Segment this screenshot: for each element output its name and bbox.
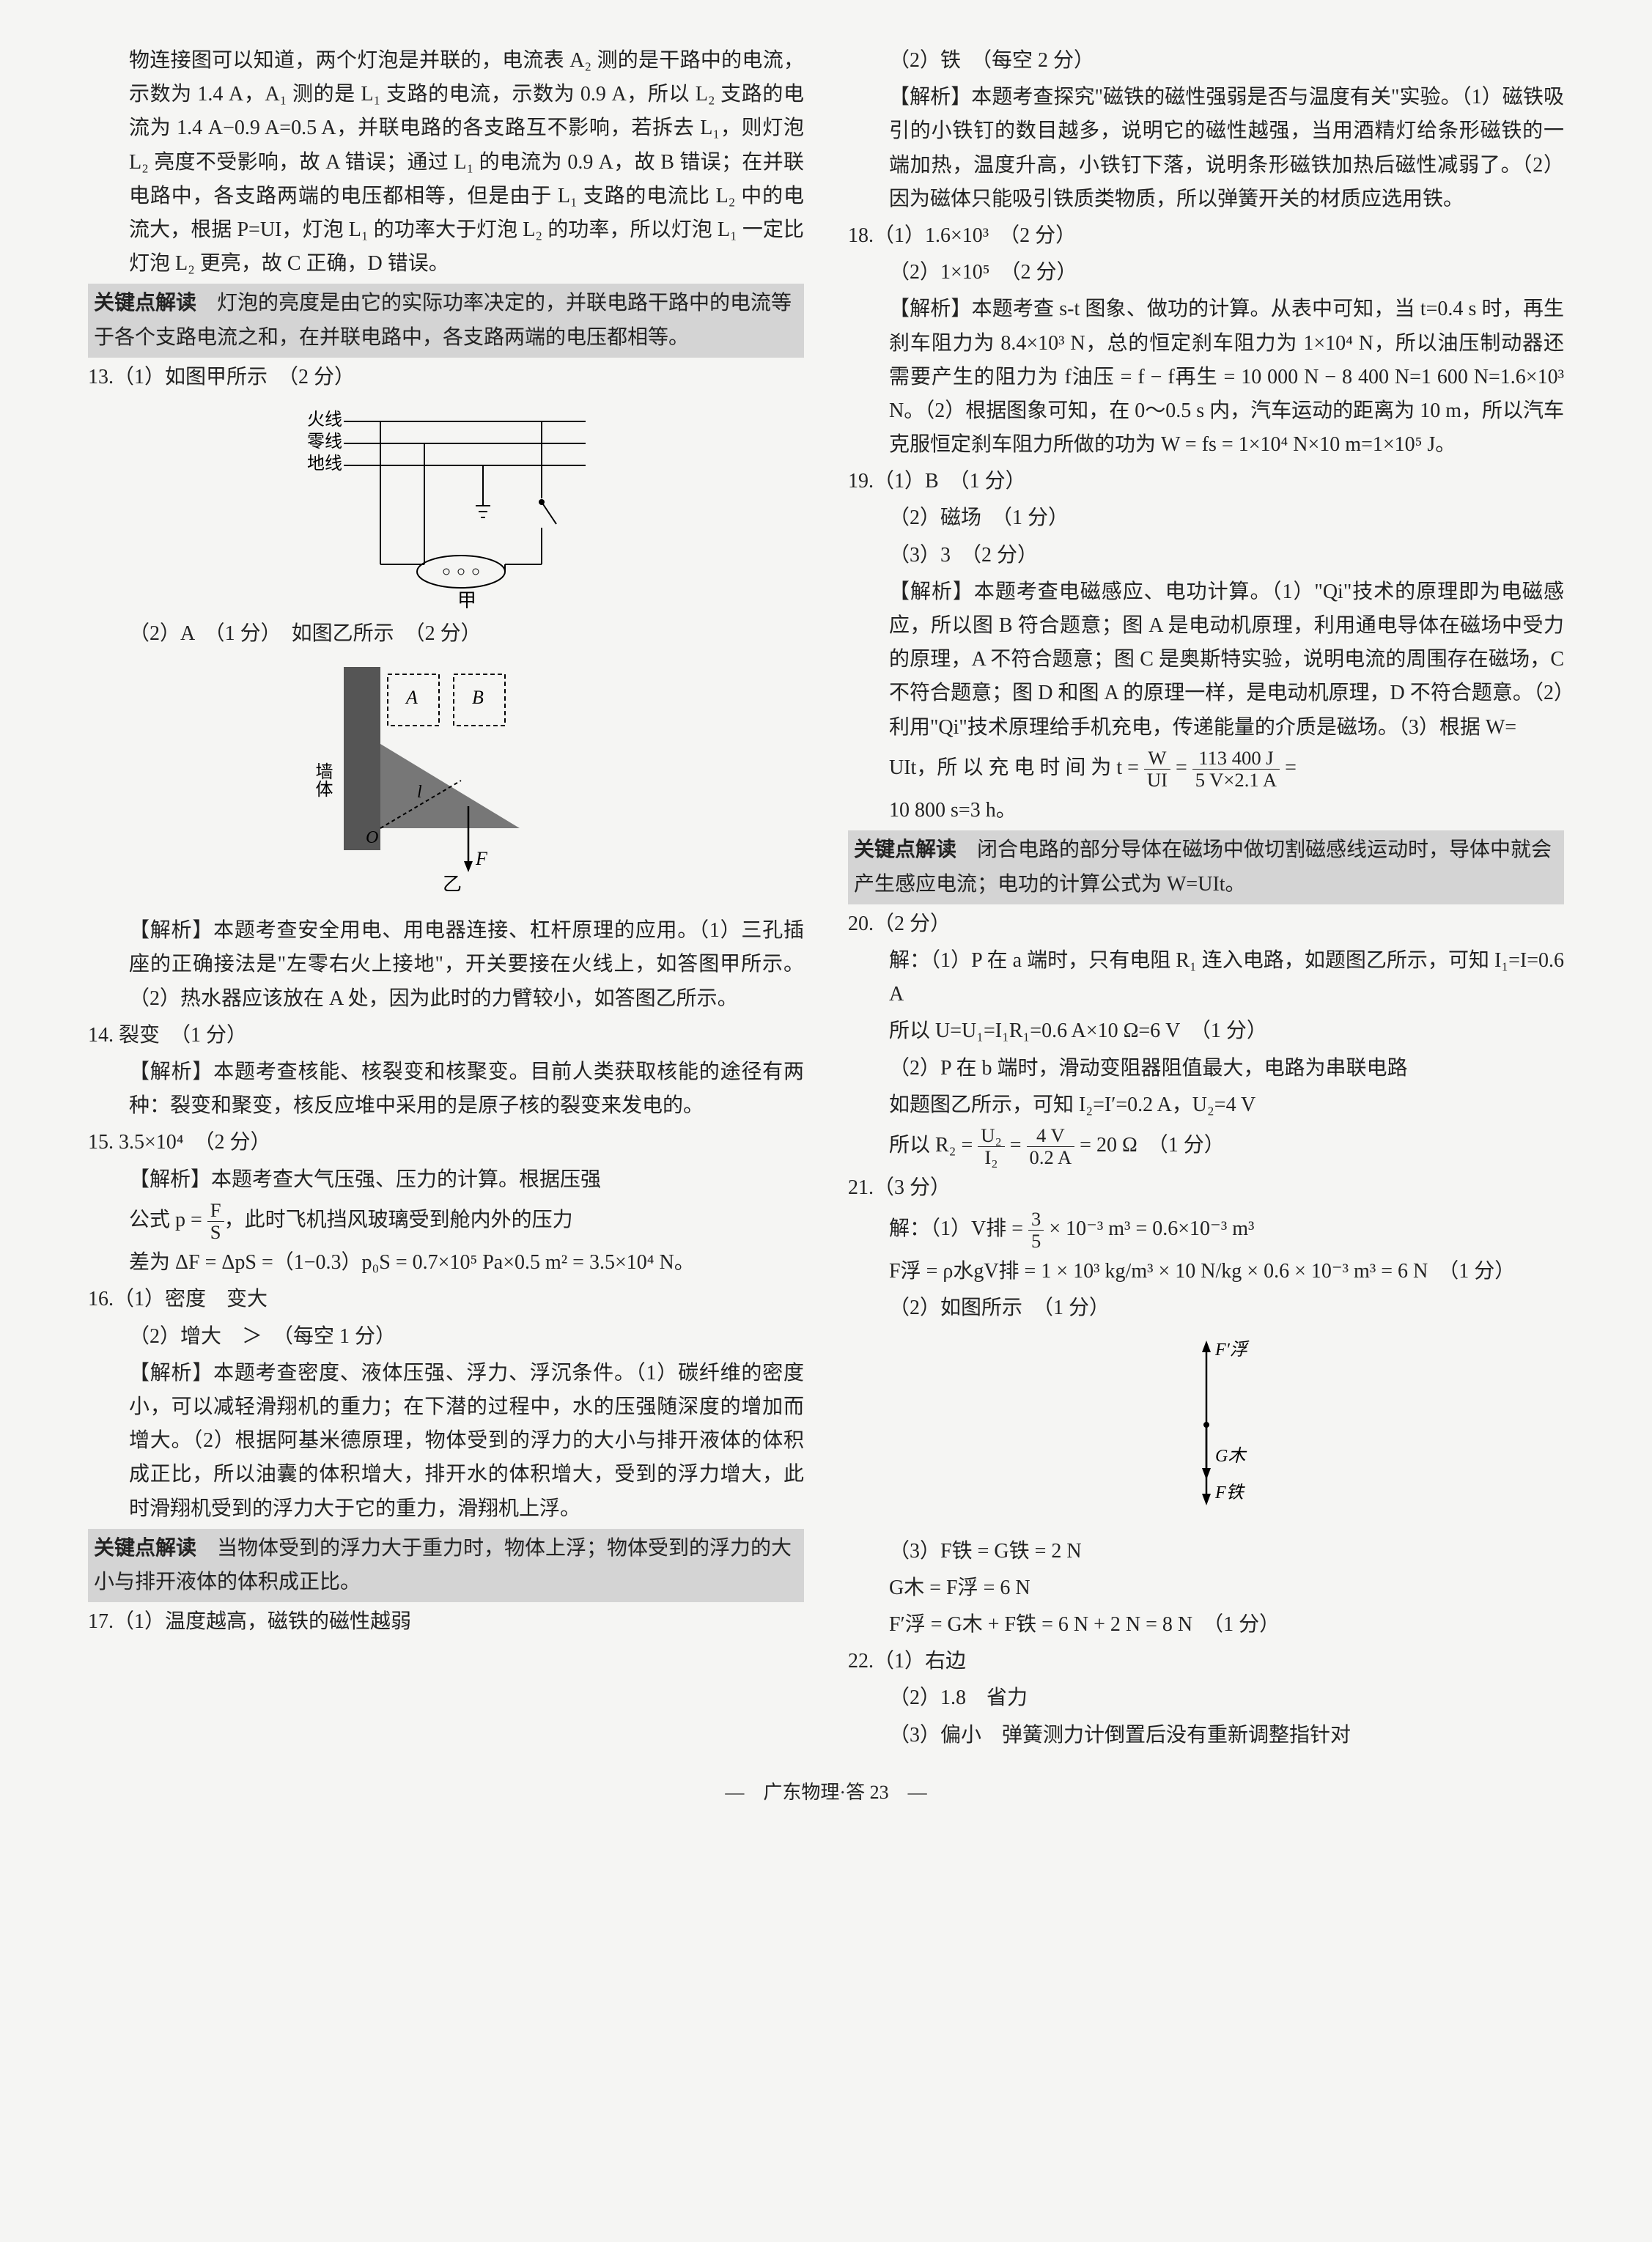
fraction-u2-i2: U₂I₂ — [978, 1125, 1004, 1169]
a15c: 差为 ΔF = ΔpS =（1−0.3）p₀S = 0.7×10⁵ Pa×0.5… — [88, 1246, 804, 1280]
solution-text: 物连接图可以知道，两个灯泡是并联的，电流表 A₂ 测的是干路中的电流，示数为 1… — [88, 44, 804, 281]
key-point-text-2: 当物体受到的浮力大于重力时，物体上浮；物体受到的浮力的大小与排开液体的体积成正比… — [94, 1537, 792, 1593]
q21-s1-line: 解：（1）V排 = 35 × 10⁻³ m³ = 0.6×10⁻³ m³ — [848, 1209, 1564, 1253]
svg-text:地线: 地线 — [307, 454, 342, 473]
a14-text: 【解析】本题考查核能、核裂变和核聚变。目前人类获取核能的途径有两种：裂变和聚变，… — [88, 1055, 804, 1123]
q21-s3: （2）如图所示 （1 分） — [848, 1291, 1564, 1325]
svg-text:F: F — [475, 848, 488, 869]
q16-1: 16.（1）密度 变大 — [88, 1283, 804, 1316]
svg-text:O: O — [366, 828, 378, 847]
q22-1: 22.（1）右边 — [848, 1645, 1564, 1678]
a19b-line: UIt，所 以 充 电 时 间 为 t = WUI = 113 400 J5 V… — [848, 748, 1564, 792]
circuit-diagram: 火线 零线 地线 — [88, 403, 804, 608]
a13-text: 【解析】本题考查安全用电、用电器连接、杠杆原理的应用。（1）三孔插座的正确接法是… — [88, 914, 804, 1016]
q13-2: （2）A （1 分） 如图乙所示 （2 分） — [88, 617, 804, 651]
left-column: 物连接图可以知道，两个灯泡是并联的，电流表 A₂ 测的是干路中的电流，示数为 1… — [88, 44, 804, 1755]
circuit-svg-icon: 火线 零线 地线 — [292, 403, 600, 608]
a19c: 10 800 s=3 h。 — [848, 794, 1564, 827]
svg-text:A: A — [405, 687, 418, 708]
q20-s1a: 解：（1）P 在 a 端时，只有电阻 R₁ 连入电路，如题图乙所示，可知 I₁=… — [848, 944, 1564, 1011]
fraction-F-S: FS — [207, 1200, 224, 1244]
q22-2: （2）1.8 省力 — [848, 1681, 1564, 1715]
a15b-post: ，此时飞机挡风玻璃受到舱内外的压力 — [224, 1209, 573, 1231]
q18-1: 18.（1）1.6×10³ （2 分） — [848, 219, 1564, 253]
q15: 15. 3.5×10⁴ （2 分） — [88, 1126, 804, 1159]
key-point-box: 关键点解读 灯泡的亮度是由它的实际功率决定的，并联电路干路中的电流等于各个支路电… — [88, 284, 804, 357]
q18-2: （2）1×10⁵ （2 分） — [848, 256, 1564, 290]
svg-text:F铁: F铁 — [1214, 1483, 1246, 1502]
fraction-w-ui-val: 113 400 J5 V×2.1 A — [1192, 748, 1280, 792]
q21-s1a: 解：（1）V排 = — [889, 1217, 1028, 1240]
q13-1: 13.（1）如图甲所示 （2 分） — [88, 361, 804, 394]
svg-text:火线: 火线 — [307, 410, 342, 429]
q19-1: 19.（1）B （1 分） — [848, 465, 1564, 498]
q20-s2c: 所以 R₂ = — [889, 1134, 978, 1157]
svg-text:G木: G木 — [1215, 1446, 1247, 1466]
q22-3: （3）偏小 弹簧测力计倒置后没有重新调整指针对 — [848, 1719, 1564, 1752]
page-columns: 物连接图可以知道，两个灯泡是并联的，电流表 A₂ 测的是干路中的电流，示数为 1… — [88, 44, 1564, 1755]
a15a: 【解析】本题考查大气压强、压力的计算。根据压强 — [88, 1163, 804, 1197]
q17: 17.（1）温度越高，磁铁的磁性越弱 — [88, 1605, 804, 1639]
key-point-box-2: 关键点解读 当物体受到的浮力大于重力时，物体上浮；物体受到的浮力的大小与排开液体… — [88, 1529, 804, 1602]
svg-text:甲: 甲 — [457, 590, 476, 608]
key-point-box-3: 关键点解读 闭合电路的部分导体在磁场中做切割磁感线运动时，导体中就会产生感应电流… — [848, 830, 1564, 904]
q20-s1b: 所以 U=U₁=I₁R₁=0.6 A×10 Ω=6 V （1 分） — [848, 1014, 1564, 1048]
a15b-pre: 公式 p = — [129, 1209, 207, 1231]
key-point-label: 关键点解读 — [94, 292, 196, 314]
q14: 14. 裂变 （1 分） — [88, 1019, 804, 1052]
svg-text:零线: 零线 — [307, 432, 342, 451]
key-point-text-3: 闭合电路的部分导体在磁场中做切割磁感线运动时，导体中就会产生感应电流；电功的计算… — [854, 838, 1552, 895]
key-point-label-3: 关键点解读 — [854, 838, 956, 861]
q19-2: （2）磁场 （1 分） — [848, 501, 1564, 535]
q21-s1b: × 10⁻³ m³ = 0.6×10⁻³ m³ — [1044, 1217, 1254, 1240]
key-point-text: 灯泡的亮度是由它的实际功率决定的，并联电路干路中的电流等于各个支路电流之和，在并… — [94, 292, 792, 348]
force-diagram: F′浮 G木 F铁 — [848, 1333, 1564, 1527]
q21-s2: F浮 = ρ水gV排 = 1 × 10³ kg/m³ × 10 N/kg × 0… — [848, 1255, 1564, 1288]
fraction-W-UI: WUI — [1144, 748, 1170, 792]
svg-text:B: B — [472, 687, 484, 708]
key-point-label-2: 关键点解读 — [94, 1537, 196, 1560]
q20-s2b: 如题图乙所示，可知 I₂=I′=0.2 A，U₂=4 V — [848, 1088, 1564, 1122]
fraction-u2v-i2v: 4 V0.2 A — [1027, 1125, 1075, 1169]
q20-s2c-line: 所以 R₂ = U₂I₂ = 4 V0.2 A = 20 Ω （1 分） — [848, 1125, 1564, 1169]
q21: 21.（3 分） — [848, 1171, 1564, 1205]
lever-svg-icon: 墙体 A B l O F 乙 — [314, 660, 578, 894]
right-column: （2）铁 （每空 2 分） 【解析】本题考查探究"磁铁的磁性强弱是否与温度有关"… — [848, 44, 1564, 1755]
q20-s2a: （2）P 在 b 端时，滑动变阻器阻值最大，电路为串联电路 — [848, 1052, 1564, 1085]
svg-text:F′浮: F′浮 — [1214, 1340, 1250, 1360]
a16-text: 【解析】本题考查密度、液体压强、浮力、浮沉条件。（1）碳纤维的密度小，可以减轻滑… — [88, 1357, 804, 1526]
a18-text: 【解析】本题考查 s-t 图象、做功的计算。从表中可知，当 t=0.4 s 时，… — [848, 292, 1564, 462]
q20-s2d: = 20 Ω （1 分） — [1074, 1134, 1225, 1157]
q19-3: （3）3 （2 分） — [848, 539, 1564, 572]
q16-2: （2）增大 ＞ （每空 1 分） — [88, 1320, 804, 1354]
svg-text:墙体: 墙体 — [314, 762, 333, 797]
svg-text:l: l — [417, 783, 422, 802]
fraction-3-5: 35 — [1028, 1209, 1044, 1253]
q21-s4: （3）F铁 = G铁 = 2 N — [848, 1535, 1564, 1568]
page-footer: — 广东物理·答 23 — — [88, 1777, 1564, 1809]
force-svg-icon: F′浮 G木 F铁 — [1133, 1333, 1280, 1516]
q21-s6: F′浮 = G木 + F铁 = 6 N + 2 N = 8 N （1 分） — [848, 1608, 1564, 1642]
lever-diagram: 墙体 A B l O F 乙 — [88, 660, 804, 905]
a19a-text: 【解析】本题考查电磁感应、电功计算。（1）"Qi"技术的原理即为电磁感应，所以图… — [848, 575, 1564, 745]
a15b-line: 公式 p = FS，此时飞机挡风玻璃受到舱内外的压力 — [88, 1200, 804, 1244]
q17-2: （2）铁 （每空 2 分） — [848, 44, 1564, 78]
a19b-pre: UIt，所 以 充 电 时 间 为 t = — [889, 756, 1144, 779]
q20: 20.（2 分） — [848, 907, 1564, 941]
a17-text: 【解析】本题考查探究"磁铁的磁性强弱是否与温度有关"实验。（1）磁铁吸引的小铁钉… — [848, 81, 1564, 216]
svg-text:乙: 乙 — [443, 874, 462, 894]
q21-s5: G木 = F浮 = 6 N — [848, 1571, 1564, 1605]
